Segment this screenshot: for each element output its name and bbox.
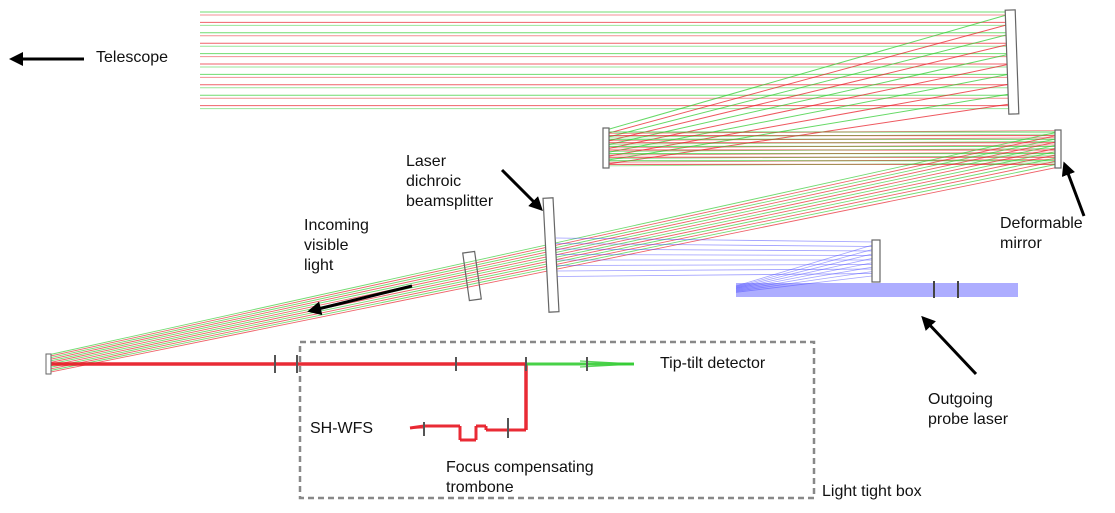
sh-wfs-label: SH-WFS <box>310 420 374 437</box>
ray-laser-fan <box>735 252 877 289</box>
ray-laser-to-dichroic <box>555 264 877 266</box>
ray-laser-to-dichroic <box>555 273 877 277</box>
focus-trombone-label: Focus compensating trombone <box>446 458 594 498</box>
focus-trombone-line-1: Focus compensating <box>446 459 594 476</box>
probe-laser-beam <box>736 283 1018 297</box>
incoming-visible-line-1: Incoming <box>304 217 369 234</box>
ray-tip-tilt <box>579 363 635 368</box>
laser-dichroic-line-2: dichroic <box>406 173 462 190</box>
ray-laser-fan <box>735 257 877 290</box>
laser-dichroic-label: Laser dichroic beamsplitter <box>406 152 493 212</box>
light-tight-box-label: Light tight box <box>822 483 922 500</box>
focus-mirror <box>45 353 52 375</box>
ray-fold-to-dm <box>605 162 1059 167</box>
ray-relay-to-fold <box>605 23 1011 135</box>
deformable-mirror-line-1: Deformable <box>1000 215 1083 232</box>
tip-tilt-detector-label: Tip-tilt detector <box>660 355 766 372</box>
ray-tip-tilt <box>579 360 635 365</box>
deformable-mirror-element <box>1054 129 1062 169</box>
telescope-relay-mirror <box>1004 9 1020 115</box>
ray-relay-to-fold <box>605 53 1011 146</box>
focus-trombone-line-2: trombone <box>446 479 514 496</box>
fold-mirror <box>602 127 610 169</box>
laser-dichroic-line-1: Laser <box>406 153 447 170</box>
probe-laser-arrow <box>921 315 978 376</box>
deformable-mirror-arrow <box>1061 161 1086 217</box>
laser-dichroic-line-3: beamsplitter <box>406 193 494 210</box>
ray-laser-fan <box>735 275 877 293</box>
ray-fold-to-dm <box>605 133 1059 138</box>
ray-fold-to-dm <box>605 151 1059 156</box>
incoming-visible-label: Incoming visible light <box>304 216 369 276</box>
ray-laser-fan <box>735 261 877 290</box>
ray-relay-to-fold <box>605 33 1011 139</box>
laser-fold-mirror <box>871 239 881 283</box>
incoming-visible-line-2: visible <box>304 237 349 254</box>
incoming-visible-line-3: light <box>304 257 334 274</box>
ray-laser-fan <box>735 248 877 288</box>
ray-laser-to-dichroic <box>555 254 877 256</box>
ray-relay-to-fold <box>605 83 1011 158</box>
ray-relay-to-fold <box>605 43 1011 142</box>
dichroic-arrow <box>500 168 543 211</box>
ray-fold-to-dm <box>605 158 1059 163</box>
ray-relay-to-fold <box>605 93 1011 161</box>
ray-relay-to-fold <box>605 13 1011 131</box>
ray-laser-to-dichroic <box>555 268 877 272</box>
outgoing-probe-label: Outgoing probe laser <box>928 390 1008 430</box>
deformable-mirror-label: Deformable mirror <box>1000 214 1083 254</box>
ray-laser-to-dichroic <box>555 237 877 243</box>
light-tight-box <box>298 340 816 500</box>
incoming-light-arrow <box>307 284 413 316</box>
ray-fold-to-dm <box>605 140 1059 145</box>
outgoing-probe-line-1: Outgoing <box>928 391 993 408</box>
ray-laser-fan <box>735 243 877 287</box>
ray-fold-to-dm <box>605 144 1059 149</box>
lens <box>462 250 482 302</box>
laser-dichroic-beamsplitter-element <box>542 197 560 313</box>
ray-laser-fan <box>735 270 877 292</box>
ray-fold-to-dm <box>605 137 1059 142</box>
ray-laser-fan <box>735 266 877 291</box>
ray-relay-to-fold <box>605 63 1011 150</box>
ray-laser-to-dichroic <box>555 243 877 247</box>
deformable-mirror-line-2: mirror <box>1000 235 1042 252</box>
ray-fold-to-dm <box>605 130 1059 134</box>
telescope-label: Telescope <box>96 49 169 66</box>
outgoing-probe-line-2: probe laser <box>928 411 1009 428</box>
ray-laser-to-dichroic <box>555 248 877 252</box>
ray-relay-to-fold <box>605 103 1011 165</box>
ray-fold-to-dm <box>605 155 1059 160</box>
